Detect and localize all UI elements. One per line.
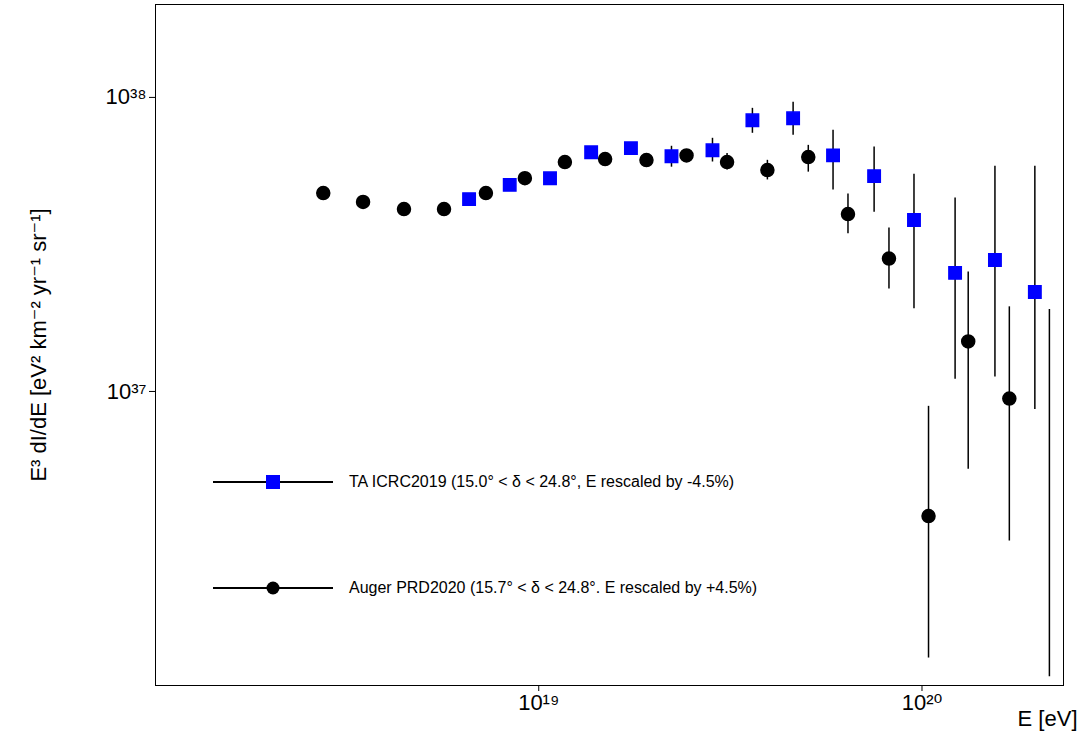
html-text:TA ICRC2019 (15.0° < δ < 24.8°: TA ICRC2019 (15.0° < δ < 24.8°, E rescal…	[349, 473, 735, 490]
svg-text:E³ dI/dE [eV² km⁻² yr⁻¹ sr⁻¹]: E³ dI/dE [eV² km⁻² yr⁻¹ sr⁻¹]	[26, 208, 51, 481]
svg-text:10²⁰: 10²⁰	[902, 690, 943, 715]
html-text:Auger PRD2020 (15.7° < δ < 24.: Auger PRD2020 (15.7° < δ < 24.8°. E resc…	[349, 579, 758, 596]
svg-text:10¹⁹: 10¹⁹	[518, 690, 559, 715]
svg-text:10³⁸: 10³⁸	[105, 84, 146, 109]
svg-text:10³⁷: 10³⁷	[107, 378, 147, 403]
svg-text:E [eV]: E [eV]	[1018, 706, 1078, 731]
